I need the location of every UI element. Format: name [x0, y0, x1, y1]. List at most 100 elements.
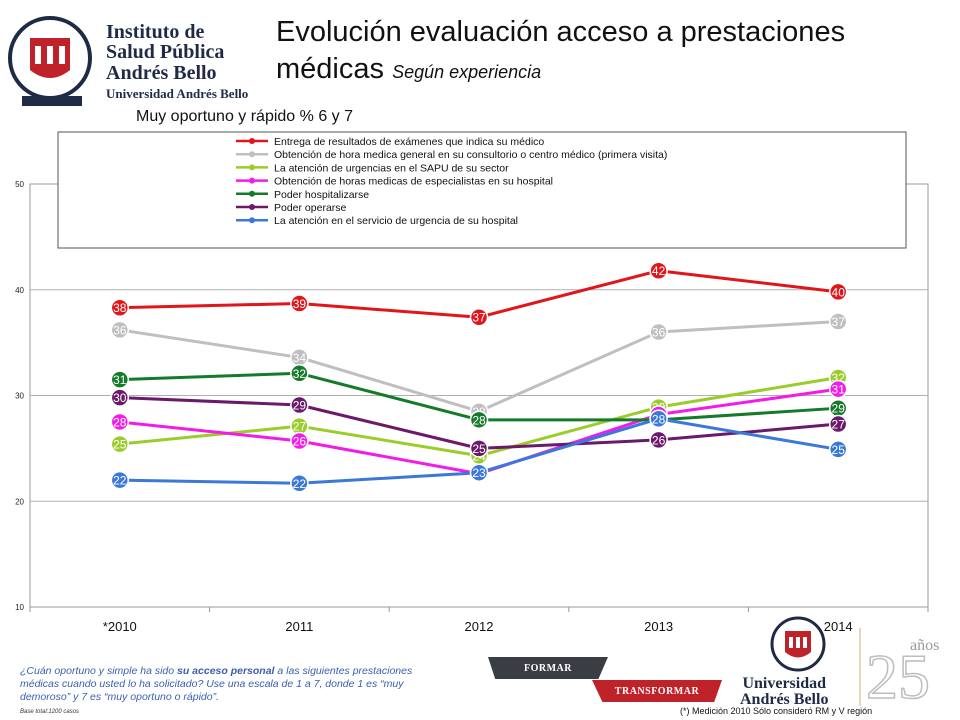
data-label: 31	[832, 383, 846, 397]
data-point	[290, 364, 309, 383]
data-label: 31	[113, 373, 127, 387]
data-label: 34	[293, 351, 307, 365]
data-point	[828, 282, 848, 302]
data-label: 36	[652, 326, 666, 340]
anniversary-logo: 25 años	[859, 628, 939, 708]
data-label: 37	[472, 311, 486, 325]
title-sub: Según experiencia	[392, 62, 542, 83]
legend-label: Poder operarse	[274, 202, 347, 214]
x-tick-label: 2011	[285, 619, 313, 634]
data-point	[649, 430, 668, 450]
data-label: 29	[293, 399, 307, 413]
logo-line-3: Andrés Bello	[106, 61, 217, 84]
data-label: 28	[652, 412, 666, 426]
data-label: 27	[832, 418, 846, 432]
legend-swatch-marker	[249, 177, 255, 184]
data-point	[110, 298, 130, 317]
data-label: 22	[113, 474, 127, 488]
line-chart: 10 20 30 40 50 *2010 2011 2012 2013 2014 38 39 37 42 4…	[15, 131, 929, 634]
data-label: 25	[832, 443, 846, 457]
data-point	[828, 440, 848, 459]
data-label: 28	[472, 413, 486, 427]
data-point	[110, 434, 130, 454]
survey-question: ¿Cuán oportuno y simple ha sido su acces…	[20, 665, 440, 703]
data-point	[110, 412, 130, 432]
footnote: (*) Medición 2010 Sólo consideró RM y V …	[680, 706, 873, 716]
question-post: a las siguientes prestaciones médicas cu…	[20, 665, 413, 703]
data-label: 27	[293, 420, 307, 434]
data-point	[110, 470, 130, 490]
data-point	[290, 431, 309, 451]
data-label: 32	[293, 367, 307, 381]
university-line-1: Universidad	[742, 675, 827, 692]
banner-transformar: TRANSFORMAR	[592, 680, 722, 702]
data-point	[649, 409, 668, 429]
anniversary-word: años	[910, 637, 939, 654]
y-tick-label: 20	[15, 497, 24, 506]
shield-emblem-icon	[8, 16, 92, 106]
x-tick-label: 2014	[824, 619, 853, 634]
y-tick-label: 50	[15, 180, 24, 189]
data-label: 26	[293, 434, 307, 448]
title-main: Evolución evaluación acceso a prestacion…	[276, 16, 846, 86]
data-point	[828, 379, 848, 399]
institute-name: Instituto de Salud Pública Andrés Bello …	[106, 21, 249, 102]
data-point	[828, 414, 848, 434]
y-tick-label: 10	[15, 603, 24, 612]
x-tick-label: 2013	[644, 619, 673, 634]
legend-box	[57, 131, 907, 249]
data-label: 25	[472, 442, 486, 456]
data-label: 42	[652, 264, 666, 278]
data-label: 30	[113, 391, 127, 405]
data-point	[469, 307, 489, 327]
university-emblem-icon	[770, 616, 826, 672]
legend-swatch-marker	[249, 164, 255, 171]
data-point	[649, 261, 668, 280]
banner-formar: FORMAR	[488, 657, 608, 679]
data-label: 28	[113, 415, 127, 429]
legend-label: La atención en el servicio de urgencia d…	[274, 215, 518, 227]
data-label: 22	[293, 477, 307, 491]
data-point	[469, 463, 489, 482]
legend-swatch-marker	[249, 204, 255, 210]
page-title: Evolución evaluación acceso a prestacion…	[276, 14, 936, 88]
data-point	[828, 312, 848, 331]
y-tick-label: 40	[15, 286, 24, 295]
question-pre: ¿Cuán oportuno y simple ha sido	[20, 665, 178, 677]
y-tick-label: 30	[15, 392, 24, 401]
institute-logo: Instituto de Salud Pública Andrés Bello …	[6, 8, 256, 112]
logo-line-4: Universidad Andrés Bello	[106, 86, 249, 102]
legend-swatch-marker	[249, 190, 255, 197]
logo-line-1: Instituto de	[106, 21, 205, 43]
data-point	[110, 370, 130, 389]
data-point	[290, 395, 309, 415]
data-label: 26	[652, 433, 666, 447]
data-label: 25	[113, 438, 127, 452]
chart-subtitle: Muy oportuno y rápido % 6 y 7	[136, 108, 354, 125]
data-point	[469, 410, 489, 430]
university-name: Universidad Andrés Bello	[740, 676, 828, 708]
legend-swatch-marker	[249, 151, 255, 158]
legend-label: Obtención de horas medicas de especialis…	[274, 176, 553, 188]
base-note: Base total:1200 casos	[20, 709, 80, 715]
university-line-2: Andrés Bello	[740, 691, 829, 708]
data-point	[649, 322, 668, 342]
data-point	[469, 439, 489, 458]
logo-line-2: Salud Pública	[106, 41, 225, 64]
data-label: 40	[832, 285, 846, 299]
legend-label: Entrega de resultados de exámenes que in…	[274, 136, 544, 148]
legend-swatch-marker	[249, 138, 255, 144]
data-point	[290, 294, 309, 313]
data-label: 23	[472, 466, 486, 480]
x-tick-label: *2010	[103, 619, 137, 634]
question-bold: su acceso personal	[177, 665, 275, 677]
legend-label: La atención de urgencias en el SAPU de s…	[274, 162, 509, 174]
data-label: 29	[832, 402, 846, 416]
data-point	[110, 388, 130, 407]
data-point	[110, 320, 130, 340]
anniversary-number: 25	[866, 641, 930, 708]
data-label: 36	[113, 323, 127, 337]
legend-swatch-marker	[249, 217, 255, 224]
x-tick-label: 2012	[465, 619, 494, 634]
legend-label: Obtención de hora medica general en su c…	[274, 149, 667, 161]
